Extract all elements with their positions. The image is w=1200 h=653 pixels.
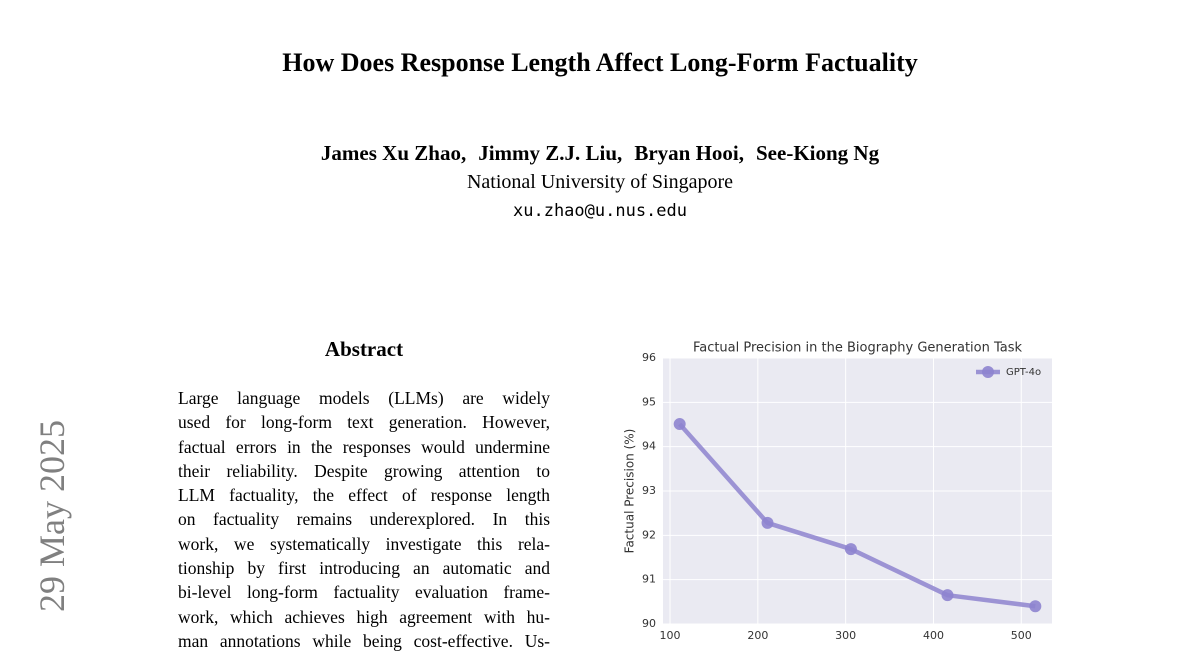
author: Bryan Hooi, — [634, 141, 744, 165]
authors: James Xu Zhao, Jimmy Z.J. Liu, Bryan Hooi,… — [0, 141, 1200, 166]
data-point — [844, 543, 857, 556]
abstract-line: used for long-form text generation. Howe… — [178, 412, 550, 433]
chart-title: Factual Precision in the Biography Gener… — [693, 341, 1023, 356]
y-tick-label: 91 — [642, 573, 656, 586]
x-tick-label: 400 — [923, 629, 944, 642]
data-point — [673, 418, 686, 431]
y-tick-label: 94 — [642, 440, 656, 453]
abstract-heading: Abstract — [324, 337, 404, 361]
abstract-line: their reliability. Despite growing atten… — [178, 460, 550, 481]
data-point — [1029, 600, 1042, 613]
y-tick-label: 90 — [642, 617, 656, 630]
abstract-line: work, we systematically investigate this… — [178, 533, 550, 554]
author: Jimmy Z.J. Liu, — [478, 141, 623, 165]
x-tick-label: 300 — [835, 629, 856, 642]
y-tick-label: 95 — [642, 395, 656, 408]
author: James Xu Zhao, — [320, 141, 467, 165]
abstract-line: factual errors in the responses would un… — [178, 436, 550, 457]
data-point — [941, 589, 954, 602]
x-tick-label: 100 — [660, 629, 681, 642]
paper-title: How Does Response Length Affect Long-For… — [282, 48, 918, 77]
abstract-line: man annotations while being cost-effecti… — [178, 630, 550, 651]
abstract-line: Large language models (LLMs) are widely — [178, 388, 550, 408]
y-tick-label: 93 — [642, 484, 656, 497]
legend-marker — [982, 366, 994, 378]
abstract-line: LLM factuality, the effect of response l… — [178, 485, 550, 506]
x-tick-label: 500 — [1011, 629, 1032, 642]
author: See-Kiong Ng — [756, 141, 880, 165]
email: xu.zhao@u.nus.edu — [513, 201, 687, 221]
y-tick-label: 92 — [642, 528, 656, 541]
abstract-body: Large language models (LLMs) are widely u… — [178, 386, 550, 653]
x-tick-label: 200 — [747, 629, 768, 642]
abstract-line: work, which achieves high agreement with… — [178, 606, 550, 627]
legend-label: GPT-4o — [1006, 367, 1041, 378]
abstract-line: tionship by first introducing an automat… — [178, 558, 550, 579]
abstract-line: on factuality remains underexplored. In … — [178, 509, 550, 530]
data-point — [761, 516, 774, 529]
y-axis-label: Factual Precision (%) — [623, 429, 637, 554]
affiliation: National University of Singapore — [466, 171, 734, 193]
y-tick-label: 96 — [642, 351, 656, 364]
abstract-line: bi-level long-form factuality evaluation… — [178, 582, 550, 603]
